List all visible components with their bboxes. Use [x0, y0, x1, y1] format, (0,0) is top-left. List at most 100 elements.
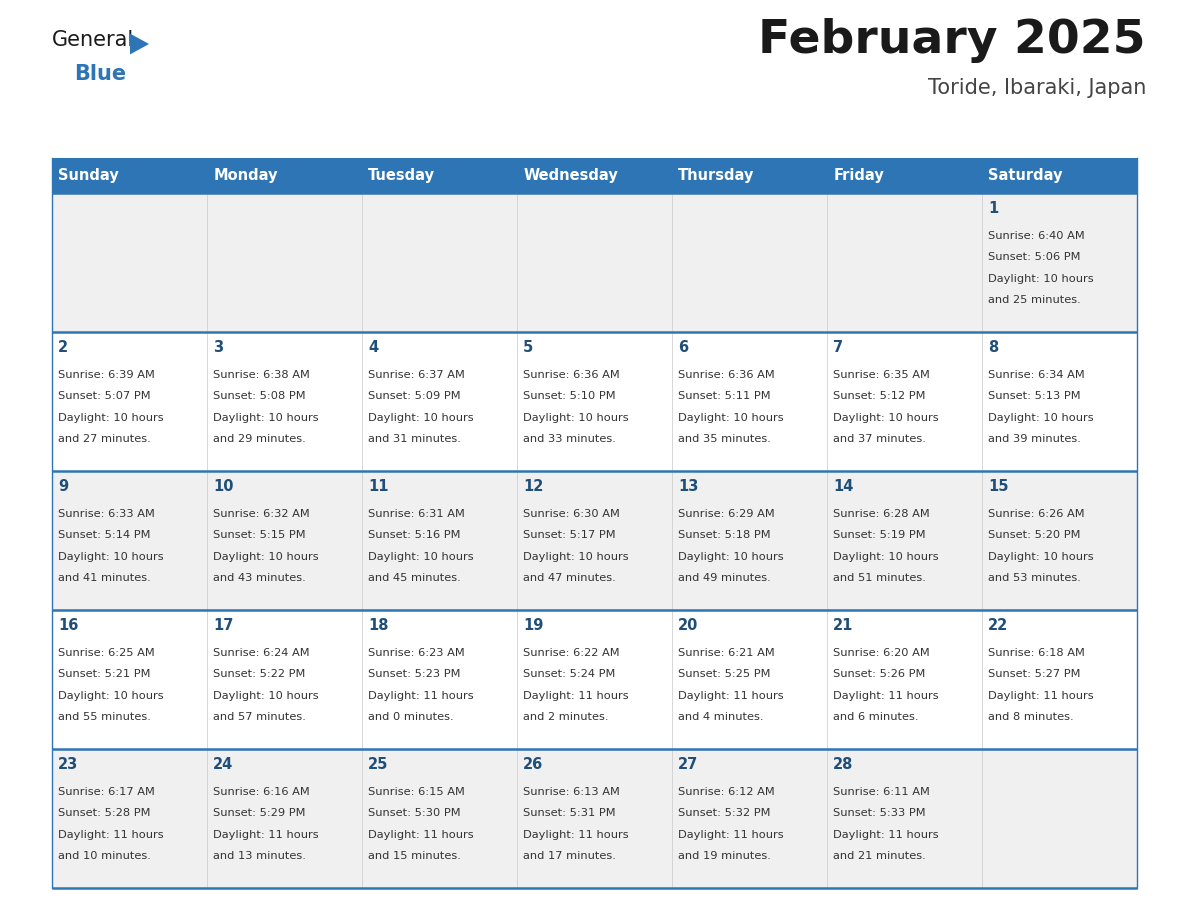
Text: Daylight: 11 hours: Daylight: 11 hours [368, 830, 474, 840]
Text: Sunrise: 6:17 AM: Sunrise: 6:17 AM [58, 787, 156, 797]
Text: and 13 minutes.: and 13 minutes. [213, 851, 307, 861]
Text: Daylight: 10 hours: Daylight: 10 hours [678, 412, 784, 422]
Text: Daylight: 10 hours: Daylight: 10 hours [988, 552, 1094, 562]
Text: Sunrise: 6:11 AM: Sunrise: 6:11 AM [833, 787, 930, 797]
Text: Sunrise: 6:28 AM: Sunrise: 6:28 AM [833, 509, 930, 519]
Text: Daylight: 10 hours: Daylight: 10 hours [58, 690, 164, 700]
Text: Sunset: 5:22 PM: Sunset: 5:22 PM [213, 669, 305, 679]
Text: Daylight: 10 hours: Daylight: 10 hours [678, 552, 784, 562]
Text: Sunset: 5:20 PM: Sunset: 5:20 PM [988, 530, 1081, 540]
Text: and 47 minutes.: and 47 minutes. [523, 573, 615, 583]
Text: Sunrise: 6:21 AM: Sunrise: 6:21 AM [678, 647, 775, 657]
Text: and 49 minutes.: and 49 minutes. [678, 573, 771, 583]
Text: Sunrise: 6:36 AM: Sunrise: 6:36 AM [523, 370, 620, 379]
Text: and 4 minutes.: and 4 minutes. [678, 712, 764, 722]
Text: Sunrise: 6:25 AM: Sunrise: 6:25 AM [58, 647, 154, 657]
Text: Sunrise: 6:40 AM: Sunrise: 6:40 AM [988, 230, 1085, 241]
Text: Tuesday: Tuesday [368, 168, 435, 183]
Bar [52, 749, 1137, 888]
Text: Sunset: 5:31 PM: Sunset: 5:31 PM [523, 808, 615, 818]
Text: and 31 minutes.: and 31 minutes. [368, 434, 461, 444]
Text: and 15 minutes.: and 15 minutes. [368, 851, 461, 861]
Text: Sunset: 5:10 PM: Sunset: 5:10 PM [523, 391, 615, 401]
Text: and 2 minutes.: and 2 minutes. [523, 712, 608, 722]
Text: and 33 minutes.: and 33 minutes. [523, 434, 617, 444]
Bar [672, 158, 827, 193]
Text: Sunset: 5:23 PM: Sunset: 5:23 PM [368, 669, 461, 679]
Text: 19: 19 [523, 619, 544, 633]
Text: Sunrise: 6:23 AM: Sunrise: 6:23 AM [368, 647, 465, 657]
Text: 26: 26 [523, 757, 543, 772]
Text: and 21 minutes.: and 21 minutes. [833, 851, 925, 861]
Text: Daylight: 11 hours: Daylight: 11 hours [678, 690, 784, 700]
Text: Blue: Blue [74, 64, 126, 84]
Text: Toride, Ibaraki, Japan: Toride, Ibaraki, Japan [928, 78, 1146, 98]
Text: Sunset: 5:14 PM: Sunset: 5:14 PM [58, 530, 151, 540]
Text: Sunset: 5:15 PM: Sunset: 5:15 PM [213, 530, 305, 540]
Text: Sunset: 5:07 PM: Sunset: 5:07 PM [58, 391, 151, 401]
Text: Daylight: 10 hours: Daylight: 10 hours [58, 412, 164, 422]
Text: 4: 4 [368, 341, 378, 355]
Text: and 10 minutes.: and 10 minutes. [58, 851, 151, 861]
Text: 9: 9 [58, 479, 69, 494]
Bar [982, 158, 1137, 193]
Text: Sunset: 5:25 PM: Sunset: 5:25 PM [678, 669, 771, 679]
Text: General: General [52, 30, 134, 50]
Bar [52, 471, 1137, 610]
Text: 15: 15 [988, 479, 1009, 494]
Text: Daylight: 11 hours: Daylight: 11 hours [58, 830, 164, 840]
Text: Sunrise: 6:16 AM: Sunrise: 6:16 AM [213, 787, 310, 797]
Text: Daylight: 10 hours: Daylight: 10 hours [213, 412, 318, 422]
Text: 27: 27 [678, 757, 699, 772]
Text: Daylight: 10 hours: Daylight: 10 hours [213, 690, 318, 700]
Text: Sunrise: 6:15 AM: Sunrise: 6:15 AM [368, 787, 465, 797]
Text: Sunrise: 6:32 AM: Sunrise: 6:32 AM [213, 509, 310, 519]
Text: 22: 22 [988, 619, 1009, 633]
Text: 17: 17 [213, 619, 234, 633]
Text: Daylight: 10 hours: Daylight: 10 hours [833, 552, 939, 562]
Text: Daylight: 10 hours: Daylight: 10 hours [523, 412, 628, 422]
Text: and 55 minutes.: and 55 minutes. [58, 712, 151, 722]
Text: 8: 8 [988, 341, 998, 355]
Text: Daylight: 11 hours: Daylight: 11 hours [988, 690, 1094, 700]
Text: Sunset: 5:17 PM: Sunset: 5:17 PM [523, 530, 615, 540]
Text: 10: 10 [213, 479, 234, 494]
Text: Sunrise: 6:22 AM: Sunrise: 6:22 AM [523, 647, 620, 657]
Text: Sunset: 5:08 PM: Sunset: 5:08 PM [213, 391, 305, 401]
Text: Sunset: 5:24 PM: Sunset: 5:24 PM [523, 669, 615, 679]
Text: 5: 5 [523, 341, 533, 355]
Text: and 45 minutes.: and 45 minutes. [368, 573, 461, 583]
Text: Sunrise: 6:33 AM: Sunrise: 6:33 AM [58, 509, 156, 519]
Text: 28: 28 [833, 757, 853, 772]
Text: Daylight: 11 hours: Daylight: 11 hours [523, 690, 628, 700]
Text: Daylight: 11 hours: Daylight: 11 hours [368, 690, 474, 700]
Text: and 19 minutes.: and 19 minutes. [678, 851, 771, 861]
Text: and 39 minutes.: and 39 minutes. [988, 434, 1081, 444]
Text: Sunrise: 6:13 AM: Sunrise: 6:13 AM [523, 787, 620, 797]
Text: 25: 25 [368, 757, 388, 772]
Text: Daylight: 10 hours: Daylight: 10 hours [213, 552, 318, 562]
Text: Sunrise: 6:24 AM: Sunrise: 6:24 AM [213, 647, 310, 657]
Text: Sunset: 5:11 PM: Sunset: 5:11 PM [678, 391, 771, 401]
Text: and 51 minutes.: and 51 minutes. [833, 573, 927, 583]
Bar [52, 193, 1137, 332]
Text: and 29 minutes.: and 29 minutes. [213, 434, 307, 444]
Text: Saturday: Saturday [988, 168, 1063, 183]
Text: 20: 20 [678, 619, 699, 633]
Text: Daylight: 11 hours: Daylight: 11 hours [833, 690, 939, 700]
Text: Sunset: 5:18 PM: Sunset: 5:18 PM [678, 530, 771, 540]
Text: Daylight: 10 hours: Daylight: 10 hours [988, 412, 1094, 422]
Text: Sunrise: 6:36 AM: Sunrise: 6:36 AM [678, 370, 775, 379]
Text: Sunrise: 6:29 AM: Sunrise: 6:29 AM [678, 509, 775, 519]
Text: 2: 2 [58, 341, 69, 355]
Text: Sunrise: 6:38 AM: Sunrise: 6:38 AM [213, 370, 310, 379]
Text: 6: 6 [678, 341, 688, 355]
Bar [52, 332, 1137, 471]
Polygon shape [129, 34, 148, 54]
Text: and 6 minutes.: and 6 minutes. [833, 712, 918, 722]
Text: Daylight: 10 hours: Daylight: 10 hours [833, 412, 939, 422]
Text: and 57 minutes.: and 57 minutes. [213, 712, 307, 722]
Text: 11: 11 [368, 479, 388, 494]
Text: Sunrise: 6:34 AM: Sunrise: 6:34 AM [988, 370, 1085, 379]
Text: Daylight: 11 hours: Daylight: 11 hours [523, 830, 628, 840]
